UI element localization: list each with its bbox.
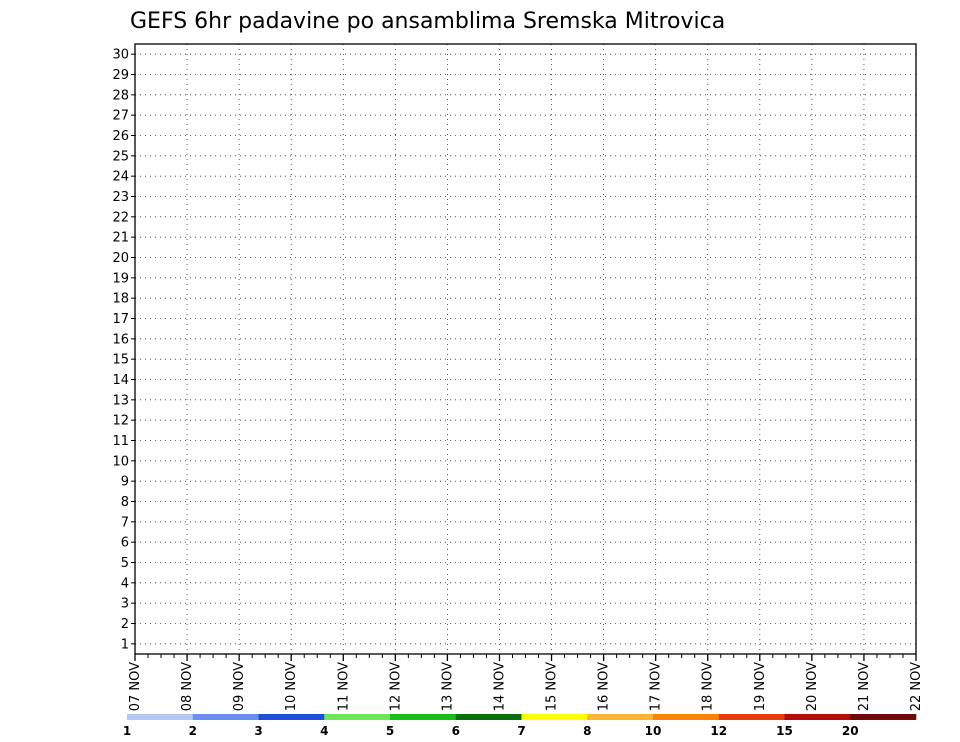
legend-swatch-2 [258,714,325,720]
y-axis-ticks: 1234567891011121314151617181920212223242… [112,48,135,652]
ytick-label-4: 4 [121,576,129,591]
legend-label-3: 4 [320,724,328,738]
xtick-label-3: 10 NOV [284,662,299,711]
xtick-label-1: 08 NOV [180,662,195,711]
xtick-label-7: 14 NOV [492,662,507,711]
ytick-label-24: 24 [112,170,129,185]
legend-swatch-6 [521,714,588,720]
ytick-label-23: 23 [112,190,129,205]
legend-swatch-7 [587,714,654,720]
ytick-label-16: 16 [112,332,129,347]
chart-title: GEFS 6hr padavine po ansamblima Sremska … [130,9,725,34]
xtick-label-12: 19 NOV [753,662,768,711]
ytick-label-10: 10 [112,454,129,469]
xtick-label-14: 21 NOV [857,662,872,711]
xtick-label-13: 20 NOV [805,662,820,711]
legend-swatch-5 [455,714,522,720]
xtick-label-6: 13 NOV [440,662,455,711]
xtick-label-4: 11 NOV [336,662,351,711]
legend-label-1: 2 [189,724,197,738]
legend-label-10: 15 [776,724,793,738]
legend-swatch-10 [784,714,851,720]
ytick-label-17: 17 [112,312,129,327]
ytick-label-19: 19 [112,271,129,286]
legend-swatch-9 [718,714,785,720]
xtick-label-15: 22 NOV [909,662,924,711]
xtick-label-11: 18 NOV [701,662,716,711]
legend-label-11: 20 [842,724,859,738]
ytick-label-22: 22 [112,210,129,225]
xtick-label-10: 17 NOV [649,662,664,711]
ytick-label-27: 27 [112,109,129,124]
legend-swatch-4 [390,714,457,720]
ytick-label-18: 18 [112,292,129,307]
legend-swatch-3 [324,714,391,720]
ytick-label-9: 9 [121,475,129,490]
ytick-label-20: 20 [112,251,129,266]
ytick-label-11: 11 [112,434,129,449]
legend-label-4: 5 [386,724,394,738]
ytick-label-2: 2 [121,617,129,632]
ytick-label-3: 3 [121,597,129,612]
ytick-label-12: 12 [112,414,129,429]
legend-swatch-1 [192,714,259,720]
legend-label-0: 1 [123,724,131,738]
ytick-label-26: 26 [112,129,129,144]
ytick-label-13: 13 [112,393,129,408]
ytick-label-8: 8 [121,495,129,510]
ytick-label-29: 29 [112,68,129,83]
legend-swatch-0 [127,714,194,720]
ytick-label-14: 14 [112,373,129,388]
gridlines [135,44,916,654]
ytick-label-15: 15 [112,353,129,368]
xtick-label-9: 16 NOV [597,662,612,711]
legend-label-8: 10 [645,724,662,738]
legend-label-7: 8 [583,724,591,738]
xtick-label-2: 09 NOV [232,662,247,711]
legend-label-2: 3 [254,724,262,738]
xtick-label-8: 15 NOV [545,662,560,711]
legend-swatch-8 [653,714,720,720]
ytick-label-6: 6 [121,536,129,551]
ytick-label-7: 7 [121,515,129,530]
ytick-label-1: 1 [121,637,129,652]
ytick-label-28: 28 [112,88,129,103]
xtick-label-5: 12 NOV [388,662,403,711]
legend-swatch-11 [850,714,917,720]
ytick-label-21: 21 [112,231,129,246]
color-legend: 1 2 3 4 5 6 7 8 10 12 15 20 [123,714,917,738]
ytick-label-5: 5 [121,556,129,571]
x-axis-ticks: 07 NOV 08 NOV 09 NOV 10 NOV 11 NOV 12 NOV 13 N… [128,654,924,711]
legend-label-5: 6 [452,724,460,738]
legend-label-6: 7 [517,724,525,738]
ytick-label-30: 30 [112,48,129,63]
xtick-label-0: 07 NOV [128,662,143,711]
legend-label-9: 12 [710,724,727,738]
ytick-label-25: 25 [112,149,129,164]
